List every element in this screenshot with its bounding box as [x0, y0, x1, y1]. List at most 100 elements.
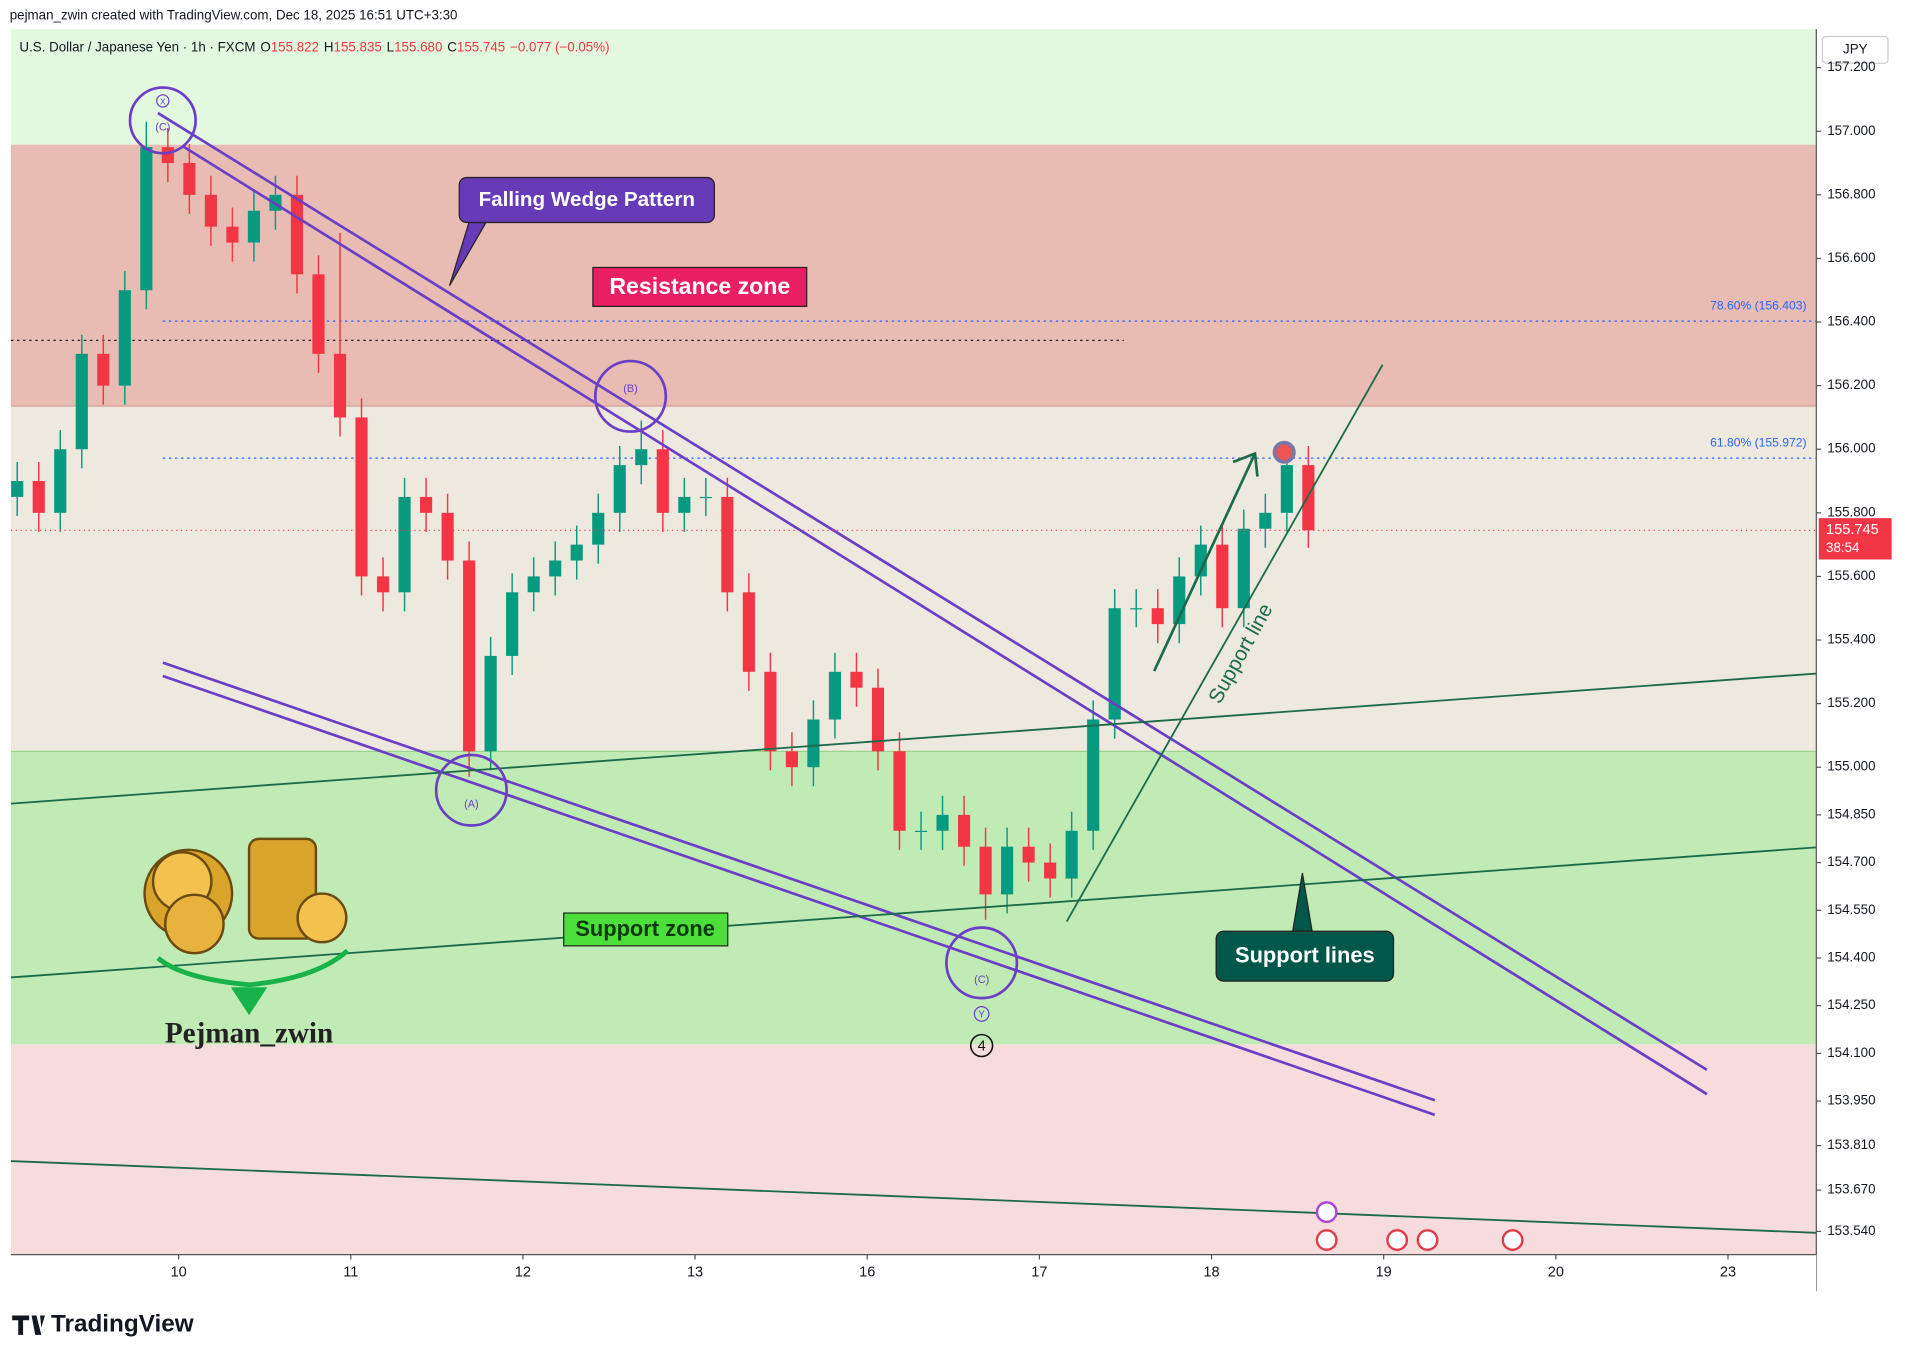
candle-body [721, 496, 734, 593]
wave-label: (A) [464, 799, 479, 811]
candle-body [613, 465, 626, 513]
candle-body [850, 671, 863, 688]
wedge-line [162, 674, 1436, 1117]
candle-body [140, 147, 153, 291]
candle-body [742, 592, 755, 672]
y-tick-label: 153.540 [1827, 1223, 1875, 1238]
candle-body [527, 576, 540, 593]
wedge-line [157, 111, 1708, 1072]
candle-body [1216, 544, 1229, 609]
drawings [10, 86, 1817, 1234]
candle-body [979, 846, 992, 895]
wedge-line [162, 661, 1436, 1102]
candle-body [656, 449, 669, 513]
fib-levels: 78.60% (156.403) 61.80% (155.972) [162, 299, 1817, 459]
candle-body [290, 194, 304, 275]
resistance-zone [10, 144, 1817, 407]
candle-body [1259, 512, 1272, 529]
ohlc-key: O [260, 39, 270, 54]
x-tick-label: 20 [1548, 1265, 1564, 1281]
currency: JPY [1843, 41, 1868, 56]
candle-body [54, 449, 67, 513]
change: −0.077 (−0.05%) [510, 39, 609, 54]
candle-body [764, 671, 777, 752]
candle-body [312, 274, 325, 354]
y-tick-label: 155.400 [1827, 632, 1875, 647]
arrow-head [1232, 451, 1259, 477]
currency-box [1821, 35, 1889, 64]
candle-body [699, 496, 712, 499]
candle-body [1001, 846, 1014, 895]
candle-body [183, 163, 196, 195]
upper-zone [10, 29, 1817, 145]
y-tick-label: 154.400 [1827, 950, 1875, 965]
wave-label: Y [978, 1010, 985, 1021]
axes: 157.200 157.000 156.800 156.600 156.400 156.2… [10, 59, 1892, 1281]
y-tick-label: 156.600 [1827, 250, 1875, 265]
y-tick-label: 156.200 [1827, 377, 1875, 392]
y-tick-label: 156.800 [1827, 186, 1875, 201]
x-tick-label: 18 [1203, 1265, 1219, 1281]
author-text: Pejman_zwin [165, 1018, 333, 1050]
wave-label: (B) [623, 383, 638, 395]
x-tick-label: 19 [1376, 1265, 1392, 1281]
wave-label: 4 [978, 1039, 986, 1055]
fib-label: 78.60% (156.403) [1710, 299, 1806, 313]
y-tick-label: 153.670 [1827, 1182, 1875, 1197]
target-icon [1272, 440, 1296, 464]
y-tick-label: 157.200 [1827, 59, 1875, 74]
wave-mark [156, 94, 170, 108]
candle-body [75, 353, 88, 450]
y-tick-label: 153.810 [1827, 1137, 1875, 1152]
candle-body [936, 814, 949, 831]
support-line [10, 672, 1817, 805]
wave-label: (C) [155, 122, 170, 134]
y-tick-label: 155.000 [1827, 759, 1875, 774]
y-tick-label: 154.700 [1827, 854, 1875, 869]
y-tick-label: 157.000 [1827, 123, 1875, 138]
candle-body [506, 592, 519, 656]
candle-body [355, 417, 368, 577]
credit: pejman_zwin created with TradingView.com… [10, 7, 458, 22]
y-tick-label: 154.550 [1827, 902, 1875, 917]
ohlc-key: H [324, 39, 334, 54]
x-tick-label: 13 [687, 1265, 703, 1281]
x-tick-label: 10 [171, 1265, 187, 1281]
wave-label: (C) [974, 974, 989, 986]
wave-circle [434, 753, 508, 827]
candle-body [247, 210, 261, 243]
candle-body [441, 512, 454, 561]
candles [11, 121, 1315, 920]
ohlc-value: 155.745 [457, 39, 505, 54]
label-text: Resistance zone [609, 273, 790, 299]
candle-body [570, 544, 583, 561]
candle-body [893, 751, 906, 831]
callout-text: Support lines [1235, 943, 1375, 968]
support-line [10, 1160, 1817, 1234]
price-axis [1816, 29, 1905, 1292]
lower-zone [10, 1044, 1817, 1255]
candle-body [635, 449, 648, 466]
callout [1215, 930, 1395, 982]
candle-body [1087, 719, 1100, 831]
ohlc-value: 155.680 [394, 39, 442, 54]
candle-body [957, 814, 971, 847]
candle-body [1237, 528, 1250, 609]
brand-text: TradingView [51, 1311, 194, 1338]
candle-body [420, 496, 433, 513]
label-box [592, 266, 808, 307]
label-box [563, 912, 729, 947]
last-price-box [1818, 518, 1892, 560]
ohlc-key: C [447, 39, 457, 54]
y-tick-label: 155.600 [1827, 568, 1875, 583]
x-tick-label: 17 [1031, 1265, 1047, 1281]
candle-body [914, 830, 928, 833]
countdown: 38:54 [1826, 540, 1860, 555]
legend: U.S. Dollar / Japanese Yen · 1h · FXCM O1… [19, 39, 609, 54]
candle-body [1022, 846, 1035, 863]
support-line [1065, 364, 1384, 922]
candle-body [118, 290, 131, 386]
callout [458, 176, 715, 224]
candle-body [807, 719, 820, 768]
